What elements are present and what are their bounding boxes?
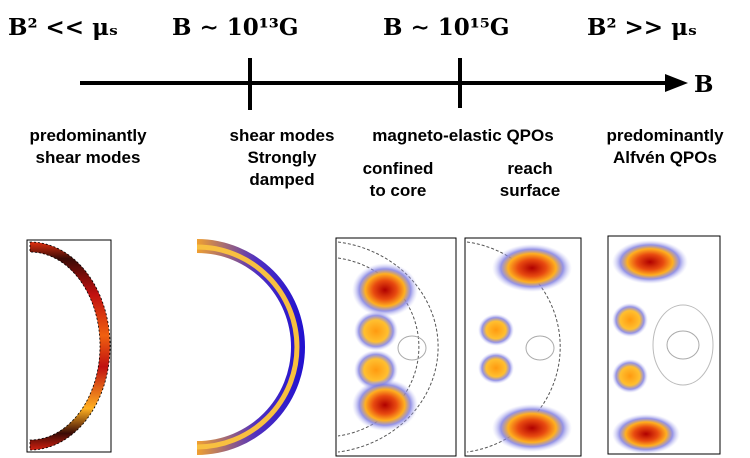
label: predominantly [29, 126, 147, 145]
arrow-head [665, 74, 688, 92]
panel [607, 235, 721, 455]
label: reach [507, 159, 552, 178]
panel [335, 237, 457, 457]
panel [464, 237, 582, 457]
label: to core [370, 181, 427, 200]
label: shear modes [230, 126, 335, 145]
regime-label: B ∼ 10¹⁵G [383, 14, 510, 41]
regime-label: B² >> μₛ [587, 14, 697, 41]
label: Alfvén QPOs [613, 148, 717, 167]
panel [196, 239, 305, 455]
label: magneto-elastic QPOs [372, 126, 553, 145]
panel [26, 239, 112, 453]
label: predominantly [606, 126, 724, 145]
label: shear modes [36, 148, 141, 167]
label: Strongly [248, 148, 317, 167]
label: damped [249, 170, 314, 189]
regime-label: B² << μₛ [8, 14, 118, 41]
label: surface [500, 181, 560, 200]
regime-label: B ∼ 10¹³G [172, 14, 299, 41]
axis-label: B [694, 71, 713, 98]
label: confined [363, 159, 434, 178]
